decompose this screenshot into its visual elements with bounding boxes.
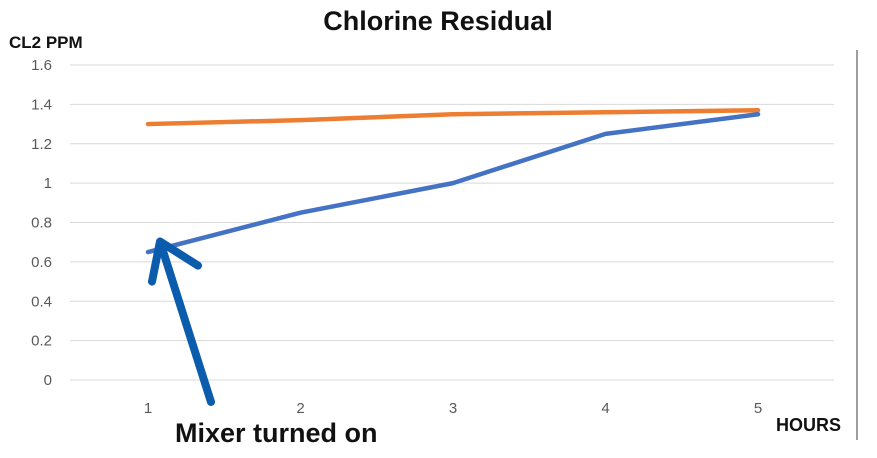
- x-tick-label: 4: [601, 400, 609, 417]
- x-tick-label: 1: [144, 400, 152, 417]
- y-axis-label: CL2 PPM: [9, 33, 83, 52]
- x-tick-label: 2: [296, 400, 304, 417]
- y-tick-label: 1: [44, 175, 52, 192]
- y-tick-label: 0.4: [31, 293, 52, 310]
- gridlines: [70, 64, 834, 381]
- y-tick-labels: 0 0.2 0.4 0.6 0.8 1 1.2 1.4 1.6: [31, 57, 52, 389]
- annotation-text: Mixer turned on: [175, 418, 378, 448]
- chart-title: Chlorine Residual: [323, 6, 553, 36]
- y-tick-label: 0.8: [31, 215, 52, 232]
- x-tick-label: 5: [754, 400, 762, 417]
- x-axis-label: HOURS: [776, 415, 841, 435]
- y-tick-label: 1.4: [31, 96, 52, 113]
- series-line-1: [145, 108, 761, 127]
- annotation-arrow-icon: [148, 237, 215, 406]
- y-tick-label: 0.6: [31, 254, 52, 271]
- y-tick-label: 0: [44, 372, 52, 389]
- x-tick-label: 3: [449, 400, 457, 417]
- y-tick-label: 0.2: [31, 333, 52, 350]
- x-tick-labels: 1 2 3 4 5: [144, 400, 762, 417]
- y-tick-label: 1.6: [31, 57, 52, 74]
- series-lines: [145, 108, 761, 255]
- y-tick-label: 1.2: [31, 136, 52, 153]
- annotation: Mixer turned on: [148, 237, 378, 448]
